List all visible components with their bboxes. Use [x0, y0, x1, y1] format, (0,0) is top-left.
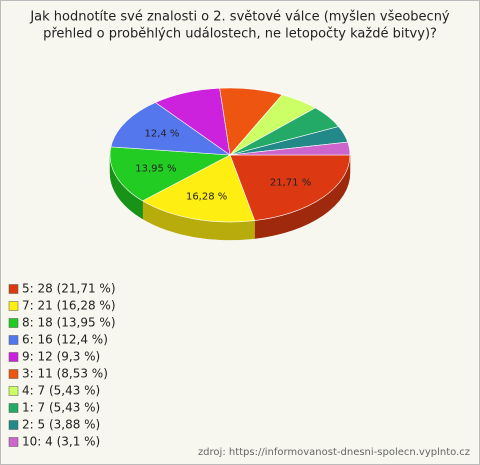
data-label: 12,4 % — [144, 129, 179, 140]
chart-title: Jak hodnotíte své znalosti o 2. světové … — [29, 10, 450, 25]
legend-label: 8: 18 (13,95 %) — [22, 316, 116, 330]
legend-swatch — [8, 335, 19, 345]
legend-label: 7: 21 (16,28 %) — [22, 299, 116, 313]
legend-label: 6: 16 (12,4 %) — [22, 333, 108, 347]
legend-label: 3: 11 (8,53 %) — [22, 367, 108, 381]
data-label: 21,71 % — [270, 177, 311, 188]
slice — [110, 102, 232, 156]
legend-swatch — [8, 420, 19, 430]
legend-swatch — [8, 437, 19, 447]
legend-label: 1: 7 (5,43 %) — [22, 401, 100, 415]
legend-swatch — [8, 318, 19, 328]
legend-label: 9: 12 (9,3 %) — [22, 350, 100, 364]
legend-label: 2: 5 (3,88 %) — [22, 418, 100, 432]
source-note: zdroj: https://informovanost-dnesni-spol… — [198, 447, 470, 458]
legend-swatch — [8, 369, 19, 379]
legend-label: 5: 28 (21,71 %) — [22, 282, 116, 296]
legend-label: 4: 7 (5,43 %) — [22, 384, 100, 398]
slice — [229, 141, 351, 156]
data-label: 13,95 % — [135, 164, 176, 175]
slice — [141, 154, 256, 223]
legend-swatch — [8, 301, 19, 311]
legend-label: 10: 4 (3,1 %) — [22, 435, 100, 449]
legend-swatch — [8, 403, 19, 413]
legend-swatch — [8, 352, 19, 362]
legend-swatch — [8, 284, 19, 294]
data-label: 16,28 % — [186, 192, 227, 203]
legend-swatch — [8, 386, 19, 396]
slice — [109, 146, 232, 202]
chart-title: přehled o proběhlých událostech, ne leto… — [43, 27, 437, 42]
slice — [229, 154, 351, 221]
